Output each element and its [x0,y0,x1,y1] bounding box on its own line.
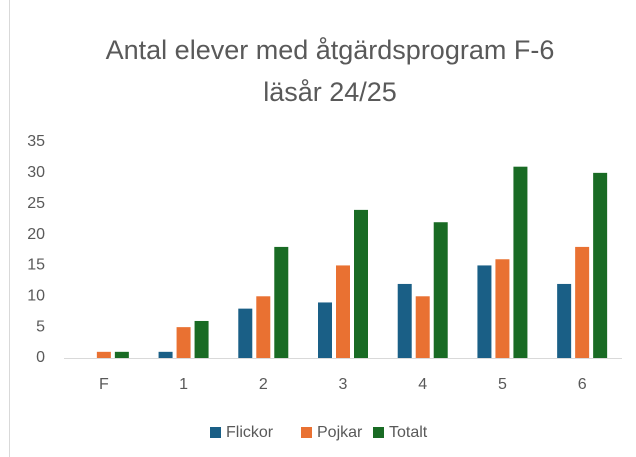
x-tick-label: 4 [418,376,427,393]
bar [397,283,412,358]
y-tick-label: 30 [27,164,45,181]
y-tick-label: 20 [27,226,45,243]
legend-label: Flickor [226,424,274,441]
legend-label: Totalt [389,424,428,441]
bar [194,320,209,358]
y-tick-label: 10 [27,288,45,305]
bar [575,246,590,358]
x-tick-label: 1 [179,376,188,393]
bar [415,296,430,358]
bar [477,265,492,358]
bar [433,222,448,358]
x-tick-label: 6 [578,376,587,393]
y-tick-label: 5 [36,318,45,335]
x-tick-label: 2 [259,376,268,393]
legend-swatch [373,427,384,438]
bar [557,283,572,358]
bar [513,166,528,358]
bar [238,308,253,358]
bar [336,265,350,358]
legend-label: Pojkar [317,424,363,441]
y-tick-label: 25 [27,195,45,212]
y-tick-label: 15 [27,257,45,274]
x-tick-label: 3 [339,376,348,393]
bar [354,209,368,358]
x-tick-label: F [99,376,109,393]
bar [158,351,173,358]
legend-swatch [210,427,221,438]
bar [256,296,271,358]
x-tick-label: 5 [498,376,507,393]
legend-swatch [301,427,312,438]
chart-title: Antal elever med åtgärdsprogram F-6 [106,35,555,65]
bar [274,246,289,358]
bar [593,172,608,358]
bar [495,259,510,358]
bar [176,327,191,358]
chart-title: läsår 24/25 [263,77,397,107]
y-tick-label: 35 [27,133,45,150]
bar [96,351,111,358]
y-tick-label: 0 [36,349,45,366]
bar [318,302,332,358]
bar [114,351,129,358]
